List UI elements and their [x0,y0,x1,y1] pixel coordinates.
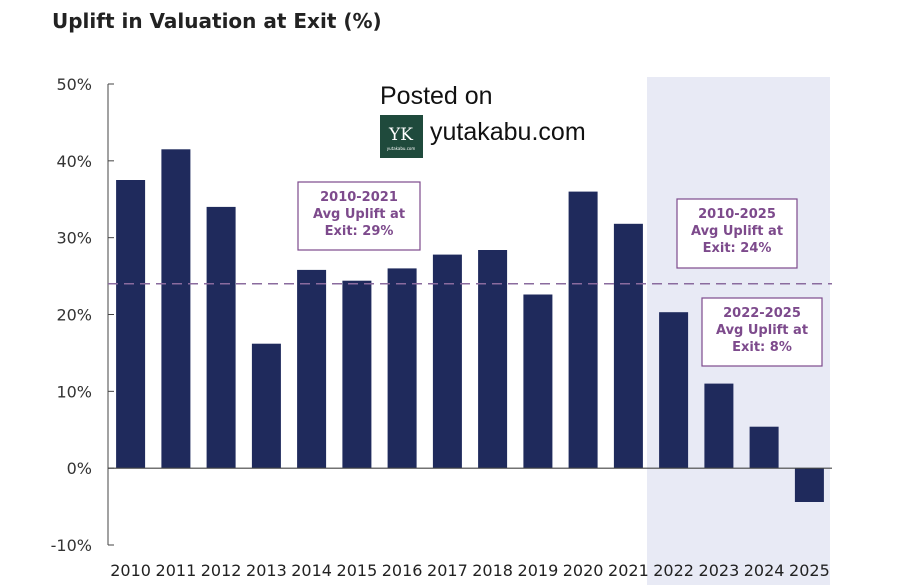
bar-2023 [704,383,734,469]
x-tick-label: 2022 [653,561,694,580]
annotation-frame [701,297,823,367]
annotation-line: Avg Uplift at [716,323,808,338]
yutakabu-logo-icon [380,115,423,158]
annotation-line: 2010-2025 [698,207,776,222]
x-tick-label: 2015 [337,561,378,580]
x-tick-label: 2019 [518,561,559,580]
bar-2018 [478,250,508,469]
y-tick-label: 20% [56,306,92,325]
logo-small-text: yutakabu.com [387,146,416,151]
x-tick-label: 2010 [110,561,151,580]
x-tick-label: 2021 [608,561,649,580]
logo-letters: YK [388,125,413,145]
bar-2015 [342,280,372,469]
annotation-line: Avg Uplift at [691,224,783,239]
annotation-line: Exit: 8% [732,340,792,355]
bar-2017 [432,254,462,469]
annotation-line: 2022-2025 [723,306,801,321]
watermark: Posted on YK yutakabu.com yutakabu.com [380,82,586,158]
bar-2022 [659,312,689,469]
x-tick-label: 2016 [382,561,423,580]
x-tick-label: 2025 [789,561,830,580]
annotation-box: 2010-2025 Avg Uplift at Exit: 24% [676,198,798,269]
y-tick-label: 40% [56,152,92,171]
x-tick-label: 2023 [699,561,740,580]
bar-2012 [206,206,236,469]
y-tick-label: 10% [56,382,92,401]
x-tick-label: 2012 [201,561,242,580]
bar-2014 [297,269,327,469]
bar-2010 [116,180,146,469]
bar-2020 [568,191,598,469]
annotation-line: Avg Uplift at [313,207,405,222]
bar-2021 [613,223,643,469]
y-tick-label: 50% [56,75,92,94]
watermark-site: yutakabu.com [430,118,586,146]
x-tick-label: 2018 [472,561,513,580]
y-tick-label: 30% [56,229,92,248]
x-tick-label: 2024 [744,561,785,580]
x-tick-label: 2014 [291,561,332,580]
chart-title: Uplift in Valuation at Exit (%) [52,9,382,33]
annotation-box: 2010-2021 Avg Uplift at Exit: 29% [297,181,421,251]
watermark-posted-on: Posted on [380,82,493,110]
bar-2016 [387,268,417,469]
x-tick-label: 2011 [156,561,197,580]
y-tick-label: 0% [67,459,92,478]
x-tick-label: 2013 [246,561,287,580]
x-tick-label: 2020 [563,561,604,580]
bar-2013 [251,343,281,469]
bar-2024 [749,426,779,469]
bar-2019 [523,294,553,469]
y-tick-label: -10% [51,536,92,555]
annotation-frame [676,198,798,269]
annotation-frame [297,181,421,251]
bar-2011 [161,149,191,469]
annotation-box: 2022-2025 Avg Uplift at Exit: 8% [701,297,823,367]
bar-2025 [794,468,824,502]
annotation-line: Exit: 29% [325,224,394,239]
x-tick-label: 2017 [427,561,468,580]
annotation-line: Exit: 24% [703,241,772,256]
annotation-line: 2010-2021 [320,190,398,205]
